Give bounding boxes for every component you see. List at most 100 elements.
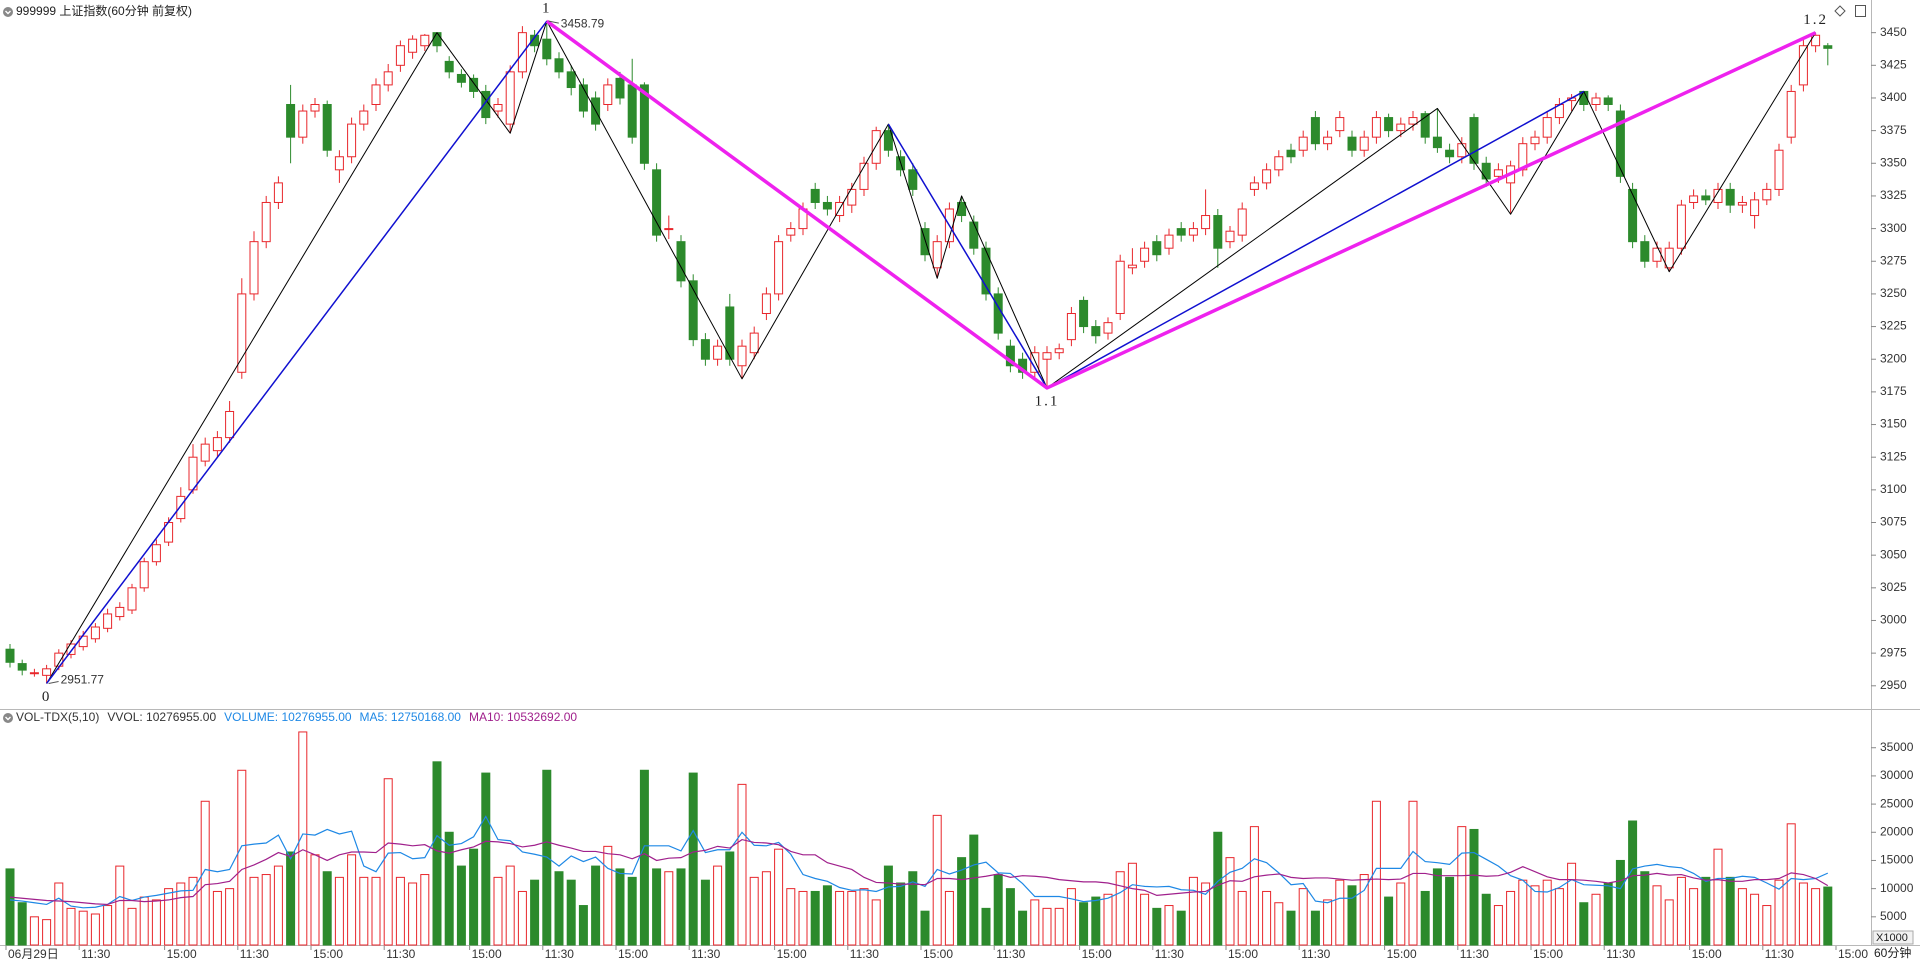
- y-tick-label: 3300: [1880, 221, 1907, 235]
- indicator-label: MA5: 12750168.00: [360, 710, 462, 724]
- volume-bar: [408, 882, 418, 946]
- volume-bar: [310, 854, 320, 946]
- volume-bar: [456, 865, 466, 946]
- candle-body: [505, 71, 515, 125]
- candle-body: [310, 104, 320, 112]
- candle-body: [1640, 241, 1650, 262]
- volume-bar: [1286, 910, 1296, 946]
- x-tick-label: 06月29日: [8, 947, 59, 961]
- candle-body: [1493, 169, 1503, 177]
- candle-body: [1030, 352, 1040, 373]
- volume-bar: [383, 778, 393, 946]
- indicator-header: VOL-TDX(5,10) VVOL: 10276955.00 VOLUME: 10…: [16, 710, 577, 724]
- x-tick-label: 15:00: [923, 947, 953, 961]
- candle-body: [1188, 228, 1198, 236]
- volume-bar: [1554, 888, 1564, 946]
- candle-body: [17, 663, 27, 671]
- candle-body: [1481, 162, 1491, 180]
- candle-body: [371, 84, 381, 106]
- candle-body: [1542, 117, 1552, 138]
- candle-body: [1591, 97, 1601, 106]
- candle-body: [664, 228, 674, 231]
- volume-bar: [1201, 882, 1211, 946]
- y-tick-label: 3275: [1880, 253, 1907, 267]
- volume-bar: [688, 772, 698, 946]
- y-tick-label: 15000: [1880, 853, 1914, 867]
- candle-body: [444, 60, 454, 73]
- candle-body: [1079, 299, 1089, 328]
- volume-bar: [1310, 910, 1320, 946]
- volume-bar: [1579, 902, 1589, 946]
- volume-bar: [1664, 899, 1674, 946]
- volume-bar: [1347, 885, 1357, 946]
- x-tick-label: 15:00: [618, 947, 648, 961]
- candle-body: [127, 587, 137, 611]
- candle-body: [993, 293, 1003, 334]
- volume-bar: [1225, 857, 1235, 946]
- candle-body: [1701, 195, 1711, 201]
- candle-body: [1652, 247, 1662, 262]
- candle-body: [1371, 117, 1381, 138]
- candle-body: [1213, 215, 1223, 249]
- y-tick-label: 3450: [1880, 25, 1907, 39]
- candle-body: [42, 668, 52, 676]
- candle-body: [90, 626, 100, 640]
- candle-body: [1798, 45, 1808, 86]
- candle-body: [1628, 188, 1638, 243]
- candle-body: [810, 188, 820, 203]
- candle-body: [1262, 169, 1272, 184]
- indicator-label: VOLUME: 10276955.00: [224, 710, 352, 724]
- candle-body: [1164, 234, 1174, 249]
- panel-button[interactable]: [1855, 5, 1866, 17]
- candle-body: [688, 280, 698, 341]
- candle-body: [420, 34, 430, 47]
- x-tick-label: 11:30: [1460, 947, 1489, 961]
- candle-body: [578, 84, 588, 112]
- candle-body: [761, 293, 771, 315]
- volume-bar: [1786, 823, 1796, 946]
- y-tick-label: 35000: [1880, 740, 1914, 754]
- x-tick-label: 15:00: [167, 947, 197, 961]
- volume-bar: [1493, 905, 1503, 946]
- volume-bar: [700, 879, 710, 946]
- candle-body: [1323, 136, 1333, 145]
- volume-bar: [530, 879, 540, 946]
- candle-body: [334, 156, 344, 171]
- volume-bar: [1481, 893, 1491, 946]
- y-tick-label: 3375: [1880, 123, 1907, 137]
- x-tick-label: 15:00: [1533, 947, 1563, 961]
- volume-bar: [286, 851, 296, 946]
- menu-icon-arrow: [5, 716, 11, 721]
- candle-body: [408, 38, 418, 53]
- wave-line: [46, 20, 1817, 684]
- volume-bar: [1127, 862, 1137, 946]
- volume-bar: [896, 882, 906, 946]
- candle-body: [1750, 199, 1760, 217]
- candle-body: [871, 130, 881, 164]
- candle-body: [1737, 201, 1747, 206]
- menu-icon[interactable]: [3, 713, 13, 723]
- candle-body: [383, 71, 393, 86]
- y-tick-label: 3400: [1880, 90, 1907, 104]
- volume-bar: [29, 916, 39, 946]
- volume-bar: [1774, 879, 1784, 946]
- candle-body: [493, 104, 503, 112]
- candle-body: [1103, 322, 1113, 334]
- volume-bar: [66, 907, 76, 946]
- menu-icon[interactable]: [3, 7, 13, 17]
- volume-bar: [212, 890, 222, 946]
- volume-bar: [1628, 820, 1638, 946]
- candle-body: [1811, 34, 1821, 47]
- candle-body: [261, 201, 271, 243]
- candle-body: [822, 201, 832, 210]
- volume-bar: [1432, 868, 1442, 946]
- menu-icon-arrow: [5, 10, 11, 15]
- volume-bar: [127, 907, 137, 946]
- volume-bar: [1371, 800, 1381, 946]
- candle-body: [981, 247, 991, 295]
- diamond-button[interactable]: [1834, 5, 1846, 17]
- volume-bar: [493, 876, 503, 946]
- volume-bar: [1103, 893, 1113, 946]
- candle-body: [859, 162, 869, 190]
- candle-body: [1396, 123, 1406, 132]
